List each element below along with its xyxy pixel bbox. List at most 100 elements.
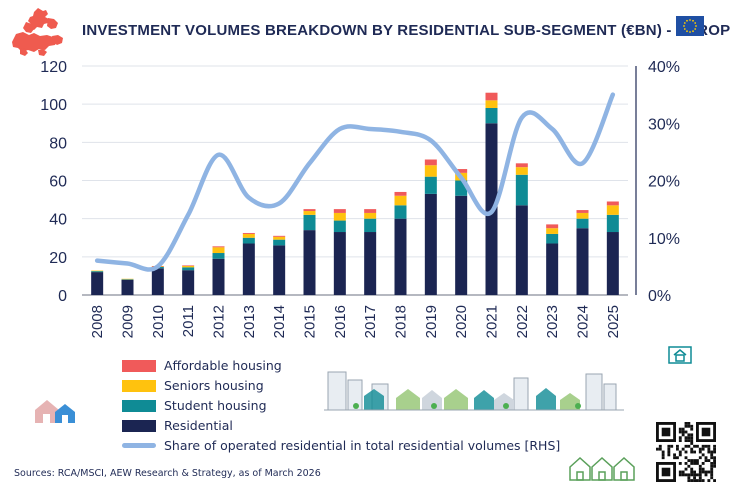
bar-student-2008 [91,271,104,273]
x-tick-label: 2008 [89,305,106,338]
x-tick-label: 2010 [150,305,167,338]
legend-item-student: Student housing [122,398,267,413]
x-tick-label: 2011 [180,305,197,337]
source-note: Sources: RCA/MSCI, AEW Research & Strate… [14,468,321,479]
bar-residential-2024 [576,228,589,295]
bar-residential-2014 [273,245,286,295]
x-tick-label: 2023 [544,305,561,338]
bar-seniors-2018 [394,195,407,206]
bar-seniors-2012 [212,247,225,254]
legend-label-student: Student housing [164,398,267,413]
bar-affordable-2020 [455,169,468,173]
x-tick-label: 2024 [575,305,592,338]
bar-affordable-2018 [394,191,407,196]
bar-student-2013 [242,237,255,244]
houses-icon [35,400,75,423]
green-houses-icon [569,456,635,481]
y2-tick-label: 10% [648,231,680,248]
qr-code-icon [656,422,716,482]
legend-label-residential: Residential [164,418,233,433]
y-tick-label: 40 [49,212,67,229]
legend-swatch-seniors [122,379,156,392]
bar-residential-2010 [151,268,164,295]
x-tick-label: 2022 [514,305,531,338]
bar-seniors-2011 [182,265,195,268]
x-tick-label: 2014 [271,305,288,338]
bar-student-2025 [606,214,619,233]
legend-item-residential: Residential [122,418,233,433]
bar-residential-2008 [91,272,104,295]
bar-student-2015 [303,214,316,231]
x-tick-label: 2012 [211,305,228,338]
bar-affordable-2013 [242,232,255,234]
bar-seniors-2008 [91,270,104,272]
x-tick-label: 2025 [605,305,622,338]
europe-map-icon [12,8,63,56]
bar-residential-2013 [242,243,255,295]
legend-swatch-residential [122,419,156,432]
bar-affordable-2019 [424,159,437,166]
legend-line-share [122,443,156,448]
legend-label-seniors: Seniors housing [164,378,264,393]
bar-residential-2012 [212,258,225,295]
bar-student-2021 [485,107,498,124]
x-tick-label: 2017 [362,305,379,338]
y2-tick-label: 30% [648,116,680,133]
bar-student-2022 [515,174,528,206]
bar-seniors-2014 [273,236,286,240]
bar-student-2023 [546,233,559,244]
bar-seniors-2021 [485,100,498,108]
x-tick-label: 2009 [120,305,137,338]
x-tick-label: 2015 [302,305,319,338]
bar-seniors-2013 [242,233,255,238]
legend-swatch-student [122,399,156,412]
bar-student-2016 [333,220,346,233]
legend-item-share: Share of operated residential in total r… [122,438,560,453]
bar-seniors-2009 [121,278,134,280]
bar-residential-2025 [606,232,619,295]
x-tick-label: 2013 [241,305,258,338]
bar-residential-2020 [455,195,468,295]
x-tick-label: 2021 [484,305,501,338]
x-tick-label: 2016 [332,305,349,338]
bar-residential-2019 [424,193,437,295]
bar-affordable-2021 [485,92,498,101]
chart-title: INVESTMENT VOLUMES BREAKDOWN BY RESIDENT… [82,22,730,39]
y-tick-label: 100 [40,97,67,114]
bar-seniors-2017 [364,212,377,219]
y-tick-label: 120 [40,59,67,76]
legend-label-affordable: Affordable housing [164,358,282,373]
y-tick-label: 60 [49,174,67,191]
bar-affordable-2024 [576,210,589,213]
bar-affordable-2016 [333,209,346,213]
eu-flag-icon [676,16,704,36]
bar-seniors-2016 [333,212,346,221]
x-tick-label: 2020 [453,305,470,338]
bar-affordable-2014 [273,235,286,237]
bar-residential-2009 [121,279,134,295]
bar-student-2011 [182,267,195,271]
y-tick-label: 80 [49,135,67,152]
bar-student-2017 [364,218,377,233]
bar-residential-2017 [364,232,377,295]
house-icon [668,346,692,364]
bar-affordable-2011 [182,265,195,266]
bar-seniors-2024 [576,212,589,219]
x-tick-label: 2019 [423,305,440,338]
bar-affordable-2012 [212,246,225,248]
y2-tick-label: 20% [648,174,680,191]
bar-residential-2018 [394,218,407,295]
bar-student-2018 [394,205,407,219]
bar-affordable-2025 [606,201,619,206]
bar-residential-2022 [515,205,528,295]
city-skyline-icon [324,371,624,411]
legend-label-share: Share of operated residential in total r… [164,438,561,453]
bar-affordable-2022 [515,163,528,168]
y2-tick-label: 0% [648,288,671,305]
y-tick-label: 0 [58,288,67,305]
bar-seniors-2025 [606,205,619,215]
bar-seniors-2022 [515,167,528,175]
bar-affordable-2015 [303,209,316,212]
bar-seniors-2015 [303,211,316,215]
